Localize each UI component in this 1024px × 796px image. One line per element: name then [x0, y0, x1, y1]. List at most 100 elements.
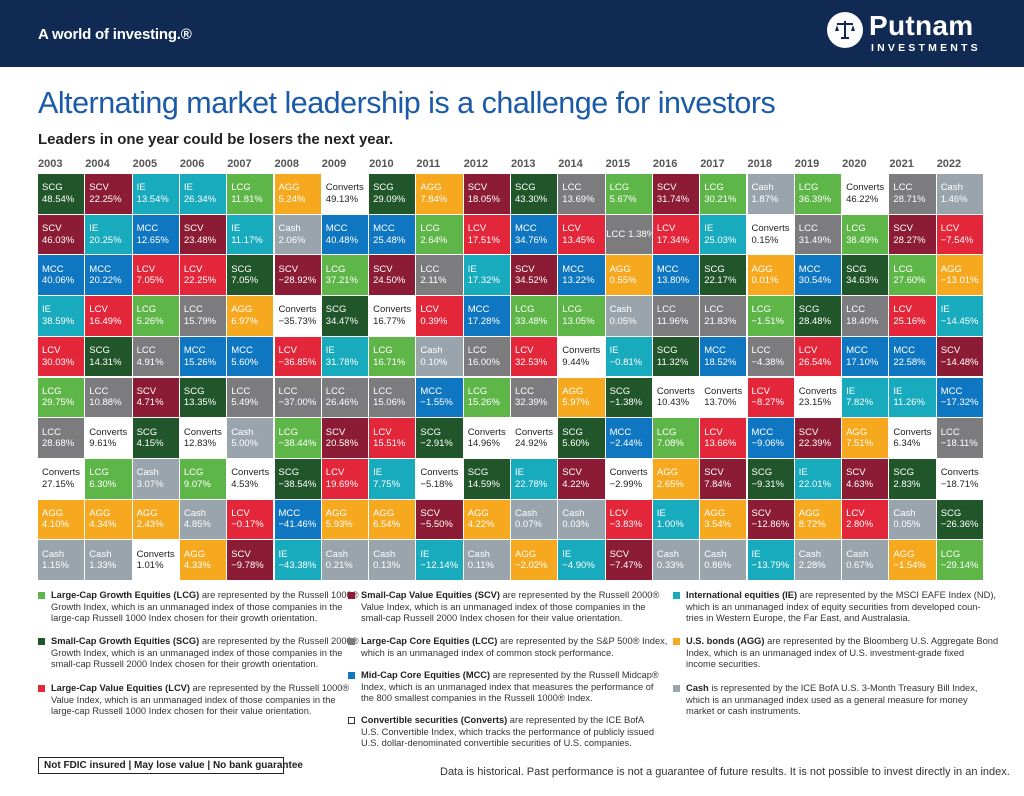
- header-bar: A world of investing.® Putnam INVESTMENT…: [0, 0, 1024, 67]
- cell-2015-Cash: Cash 0.05%: [605, 296, 653, 337]
- cell-return: 3.54%: [704, 519, 732, 531]
- cell-2006-AGG: AGG 4.33%: [179, 540, 228, 581]
- cell-asset: LCV: [704, 426, 723, 438]
- year-label-2012: 2012: [463, 158, 489, 170]
- legend-text: Cash is represented by the ICE BofA U.S.…: [686, 683, 977, 718]
- cell-asset: LCV: [373, 426, 392, 438]
- cell-return: 22.39%: [798, 438, 832, 450]
- cell-asset: AGG: [278, 182, 300, 194]
- year-label-2022: 2022: [936, 158, 962, 170]
- cell-asset: AGG: [515, 548, 537, 560]
- returns-grid: 2003 2004 2005 2006 2007 2008 2009 2010 2011 2012…: [38, 158, 984, 581]
- cell-2016-Cash: Cash 0.33%: [652, 540, 701, 581]
- year-label-2007: 2007: [227, 158, 252, 170]
- cell-asset: Cash: [846, 548, 869, 560]
- cell-asset: MCC: [562, 263, 584, 275]
- cell-return: 21.83%: [704, 315, 737, 327]
- cell-return: 30.03%: [42, 356, 75, 368]
- logo-subtitle: INVESTMENTS: [871, 42, 981, 54]
- cell-return: 18.05%: [467, 193, 500, 205]
- cell-asset: Converts: [231, 467, 270, 479]
- cell-return: 40.06%: [42, 275, 75, 287]
- cell-return: 12.65%: [136, 234, 169, 246]
- legend-line: Small-Cap Growth Equities (SCG) are repr…: [51, 636, 359, 646]
- cell-asset: LCC: [562, 182, 582, 194]
- cell-2010-Converts: Converts 16.77%: [369, 296, 417, 337]
- cell-2009-LCV: LCV 19.69%: [321, 458, 370, 500]
- cell-2022-IE: IE −14.45%: [936, 296, 984, 337]
- cell-2012-LCG: LCG 15.26%: [463, 377, 511, 419]
- cell-2022-Converts: Converts −18.71%: [936, 458, 984, 500]
- cell-2003-IE: IE 38.59%: [38, 296, 86, 337]
- cell-return: 6.30%: [89, 478, 117, 490]
- cell-return: 15.26%: [467, 397, 500, 409]
- cell-asset: MCC: [373, 223, 395, 235]
- cell-asset: LCG: [751, 304, 772, 316]
- cell-return: 13.69%: [562, 193, 595, 205]
- legend-line: Growth Index, which is an unmanaged inde…: [51, 601, 343, 612]
- cell-2011-MCC: MCC −1.55%: [416, 377, 464, 419]
- cell-asset: SCV: [231, 548, 251, 560]
- cell-2006-MCC: MCC 15.26%: [179, 336, 228, 378]
- cell-asset: LCG: [42, 385, 62, 397]
- legend-swatch: [348, 592, 355, 599]
- cell-return: −28.92%: [278, 275, 317, 287]
- cell-2011-Converts: Converts −5.18%: [416, 458, 464, 500]
- year-label-2005: 2005: [132, 158, 158, 170]
- year-label-2003: 2003: [38, 158, 63, 170]
- cell-return: −37.00%: [278, 397, 317, 409]
- cell-asset: SCG: [609, 385, 631, 397]
- cell-asset: MCC: [893, 345, 916, 357]
- cell-return: 7.05%: [136, 275, 164, 287]
- cell-2005-AGG: AGG 2.43%: [132, 499, 180, 541]
- cell-return: 5.97%: [562, 397, 590, 409]
- cell-asset: LCC: [231, 385, 251, 397]
- cell-asset: Cash: [940, 182, 963, 194]
- legend-line: Large-Cap Growth Equities (LCG) are repr…: [51, 590, 359, 600]
- cell-return: 23.48%: [183, 234, 217, 246]
- cell-2021-SCV: SCV 28.27%: [889, 214, 937, 256]
- cell-return: 15.51%: [373, 438, 406, 450]
- cell-asset: SCV: [656, 182, 677, 194]
- cell-asset: LCV: [798, 345, 818, 357]
- cell-asset: SCG: [278, 467, 300, 479]
- cell-return: 13.70%: [704, 397, 737, 409]
- cell-2008-AGG: AGG 5.24%: [274, 174, 322, 215]
- cell-return: 20.22%: [89, 275, 122, 287]
- legend-label: Large-Cap Growth Equities (LCG): [51, 590, 200, 600]
- legend-label: Mid-Cap Core Equities (MCC): [361, 670, 491, 680]
- cell-return: 14.96%: [467, 438, 500, 450]
- cell-2010-LCC: LCC 15.06%: [369, 377, 417, 419]
- legend-line: Convertible securities (Converts) are re…: [361, 715, 645, 725]
- cell-return: 0.07%: [515, 519, 542, 531]
- legend-cash: Cash is represented by the ICE BofA U.S.…: [673, 683, 1003, 720]
- cell-return: 0.67%: [846, 560, 874, 572]
- cell-return: 4.22%: [562, 478, 590, 490]
- cell-2012-LCC: LCC 16.00%: [463, 336, 511, 378]
- cell-return: 2.28%: [798, 560, 826, 572]
- cell-2003-LCV: LCV 30.03%: [38, 336, 86, 378]
- cell-asset: AGG: [42, 507, 64, 519]
- cell-asset: LCG: [373, 345, 393, 357]
- cell-return: 5.26%: [136, 315, 164, 327]
- cell-2007-LCC: LCC 5.49%: [227, 377, 275, 419]
- cell-2012-AGG: AGG 4.22%: [463, 499, 511, 541]
- cell-2011-AGG: AGG 7.84%: [416, 174, 464, 215]
- cell-asset: SCV: [89, 182, 109, 194]
- cell-return: 2.06%: [278, 234, 306, 246]
- cell-2004-MCC: MCC 20.22%: [85, 255, 133, 297]
- cell-return: 33.48%: [515, 315, 548, 327]
- cell-return: 13.22%: [562, 275, 595, 287]
- cell-asset: IE: [231, 223, 241, 235]
- cell-2020-SCV: SCV 4.63%: [842, 458, 890, 500]
- cell-asset: SCG: [373, 182, 394, 194]
- cell-return: 1.38%: [628, 228, 653, 240]
- cell-return: −38.44%: [278, 438, 317, 450]
- cell-return: 17.28%: [467, 315, 500, 327]
- cell-asset: Cash: [89, 548, 112, 560]
- cell-return: −4.38%: [751, 356, 785, 368]
- cell-2022-AGG: AGG −13.01%: [936, 255, 984, 297]
- cell-asset: MCC: [656, 263, 679, 275]
- cell-2016-MCC: MCC 13.80%: [652, 255, 701, 297]
- cell-asset: IE: [278, 548, 288, 560]
